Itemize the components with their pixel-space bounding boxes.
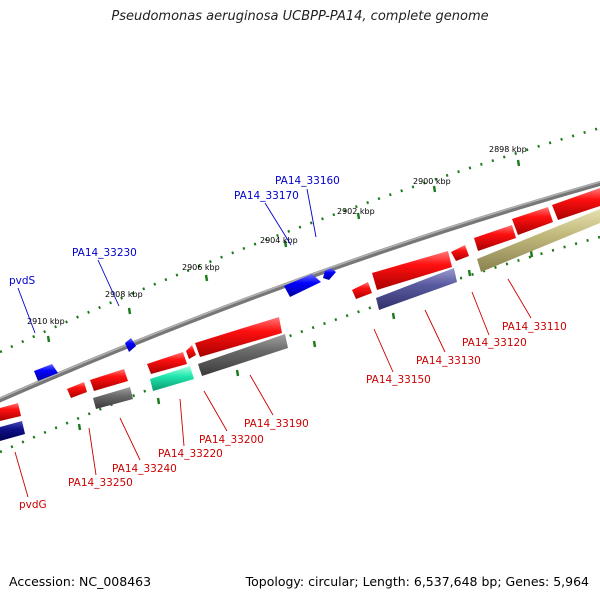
label-pa14-33170[interactable]: PA14_33170: [234, 190, 299, 202]
gene-pa14-33240-cds[interactable]: [90, 369, 128, 391]
genome-backbone-highlight: [0, 181, 600, 400]
forward-strand-features: [34, 268, 336, 381]
scale-inner-ticks: [77, 250, 534, 431]
scale-label-2902: 2902 kbp: [337, 207, 375, 216]
scale-label-2900: 2900 kbp: [413, 177, 451, 186]
gene-pa14-33160-cds[interactable]: [352, 282, 372, 299]
label-pvdg[interactable]: pvdG: [19, 499, 47, 511]
gene-pa14-33200-cds[interactable]: [186, 345, 196, 359]
scale-label-2898: 2898 kbp: [489, 145, 527, 154]
gene-pa14-33160[interactable]: [323, 268, 336, 280]
forward-leaders: [17, 188, 317, 334]
scale-label-2908: 2908 kbp: [105, 290, 143, 299]
scale-outer-ticks: [46, 159, 521, 343]
label-pa14-33120[interactable]: PA14_33120: [462, 337, 527, 349]
gene-pa14-33220-cds[interactable]: [147, 352, 187, 374]
label-pa14-33240[interactable]: PA14_33240: [112, 463, 177, 475]
gene-pa14-33250-cds[interactable]: [67, 382, 87, 398]
product-gray-2[interactable]: [93, 387, 133, 409]
reverse-leaders: [14, 278, 532, 498]
accession-text: Accession: NC_008463: [9, 574, 152, 589]
gene-pa14-33130-cds[interactable]: [474, 225, 516, 251]
gene-pa14-33110-cds[interactable]: [552, 188, 600, 220]
label-pa14-33110[interactable]: PA14_33110: [502, 321, 567, 333]
gene-pvds[interactable]: [34, 364, 58, 381]
label-pa14-33130[interactable]: PA14_33130: [416, 355, 481, 367]
scale-label-2904: 2904 kbp: [260, 236, 298, 245]
gene-pvdg-cds[interactable]: [0, 403, 21, 421]
reverse-strand-products: [0, 209, 600, 441]
label-pa14-33200[interactable]: PA14_33200: [199, 434, 264, 446]
label-pa14-33220[interactable]: PA14_33220: [158, 448, 223, 460]
scale-label-2910: 2910 kbp: [27, 317, 65, 326]
scale-label-2906: 2906 kbp: [182, 263, 220, 272]
label-pvds[interactable]: pvdS: [9, 275, 36, 287]
gene-pa14-33150-cds[interactable]: [372, 251, 452, 290]
map-title: Pseudomonas aeruginosa UCBPP-PA14, compl…: [111, 9, 489, 24]
gene-pa14-33170[interactable]: [284, 274, 321, 297]
reverse-strand-features: [0, 188, 600, 421]
gene-pa14-33140-cds[interactable]: [451, 245, 469, 261]
genome-summary: Topology: circular; Length: 6,537,648 bp…: [245, 574, 589, 589]
label-pa14-33230[interactable]: PA14_33230: [72, 247, 137, 259]
product-purple[interactable]: [376, 268, 457, 310]
label-pa14-33150[interactable]: PA14_33150: [366, 374, 431, 386]
product-olive[interactable]: [477, 209, 600, 272]
product-navy[interactable]: [0, 421, 25, 441]
label-pa14-33160[interactable]: PA14_33160: [275, 175, 340, 187]
product-gray-1[interactable]: [198, 334, 288, 376]
gene-pa14-33230[interactable]: [125, 338, 136, 352]
product-green[interactable]: [150, 366, 194, 391]
gene-pa14-33190-cds[interactable]: [195, 317, 282, 357]
label-pa14-33250[interactable]: PA14_33250: [68, 477, 133, 489]
label-pa14-33190[interactable]: PA14_33190: [244, 418, 309, 430]
gene-pa14-33120-cds[interactable]: [512, 207, 553, 235]
